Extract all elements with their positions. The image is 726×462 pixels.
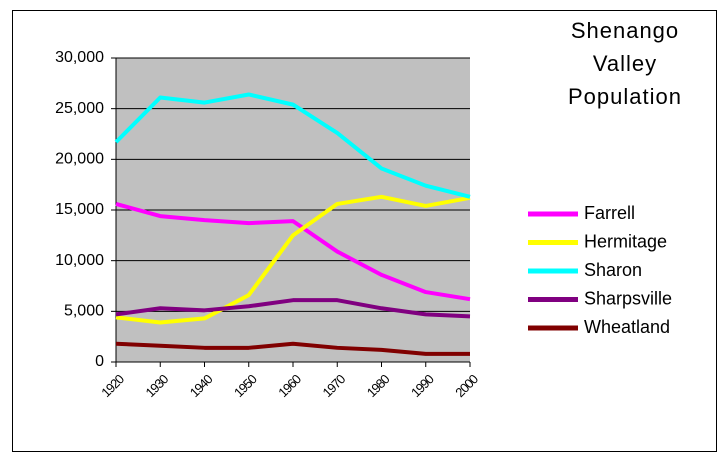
legend-label: Wheatland <box>584 317 670 337</box>
legend-label: Hermitage <box>584 231 667 251</box>
y-tick-label: 15,000 <box>55 201 104 218</box>
y-tick-label: 25,000 <box>55 100 104 117</box>
series-line <box>115 194 471 325</box>
legend-label: Sharon <box>584 260 642 280</box>
series-line <box>115 298 471 319</box>
y-tick-label: 5,000 <box>64 303 104 320</box>
series-line <box>115 341 470 356</box>
chart-title: Shenango Valley Population <box>568 18 682 109</box>
y-tick-label: 30,000 <box>55 49 104 66</box>
y-tick-label: 20,000 <box>55 151 104 168</box>
series-line <box>115 201 471 302</box>
legend-label: Sharpsville <box>584 288 672 308</box>
y-tick-label: 10,000 <box>55 252 104 269</box>
y-tick-label: 0 <box>95 353 104 370</box>
series-line <box>114 92 471 199</box>
legend-label: Farrell <box>584 203 635 223</box>
